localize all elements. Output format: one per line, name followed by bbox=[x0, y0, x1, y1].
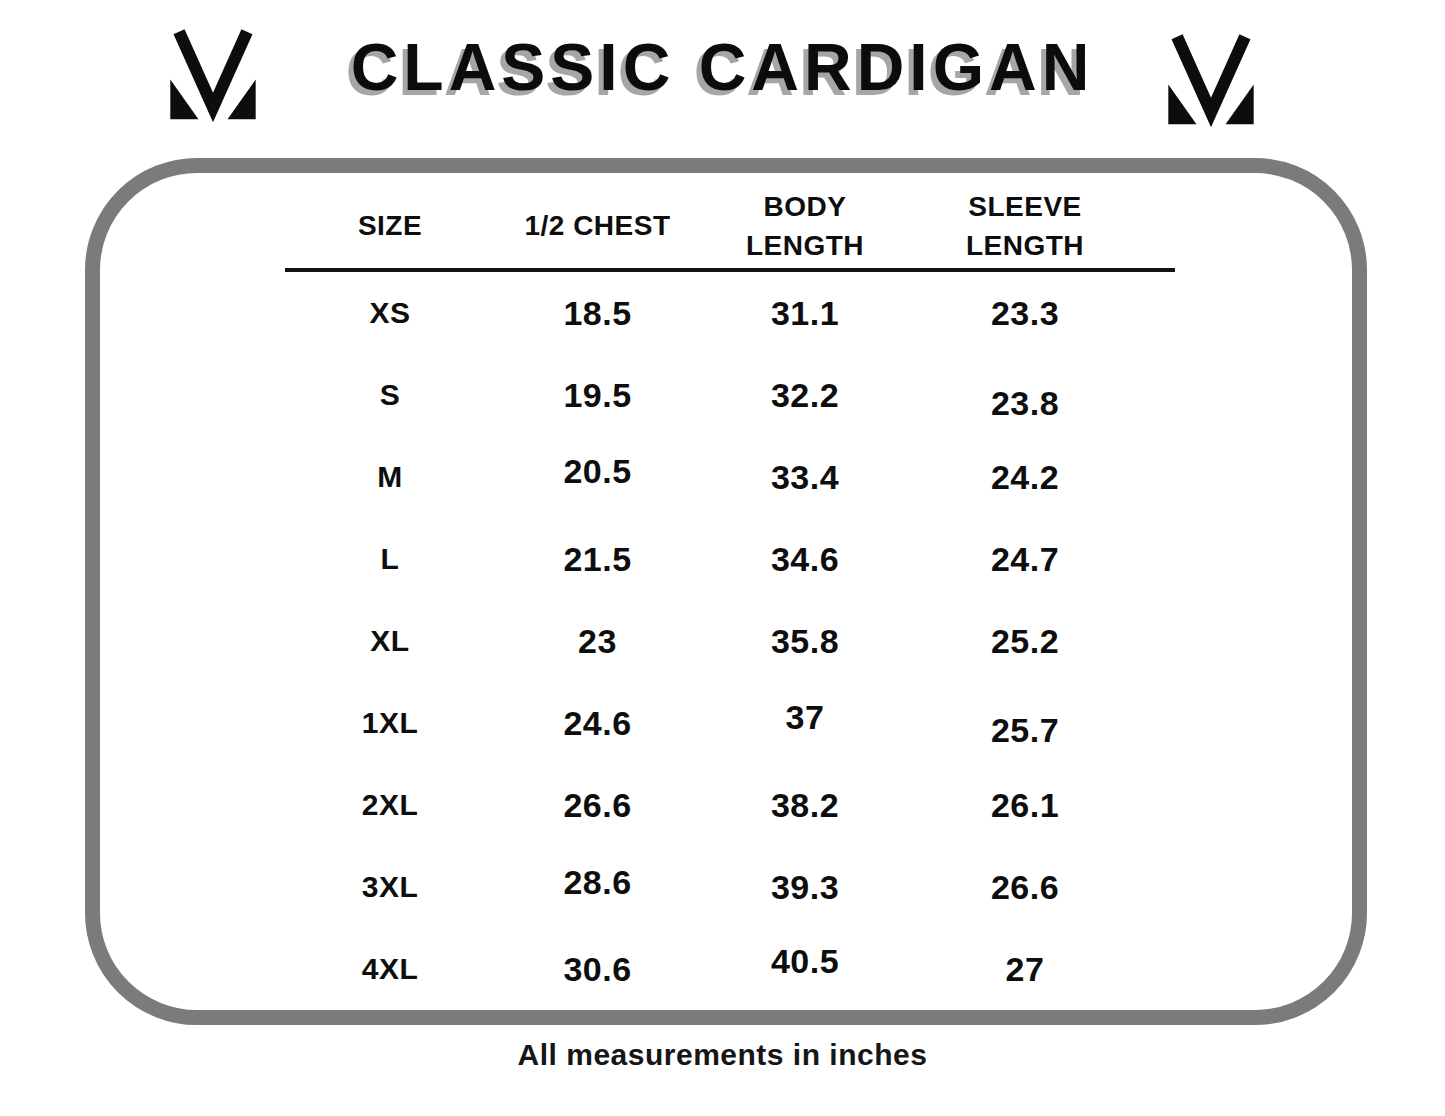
table-cell-chest: 19.5 bbox=[495, 354, 700, 436]
table-cell-size: S bbox=[285, 354, 495, 436]
table-cell-size: L bbox=[285, 518, 495, 600]
table-cell-size: XS bbox=[285, 272, 495, 354]
table-cell-sleeve: 25.7 bbox=[910, 689, 1140, 771]
table-cell-body: 34.6 bbox=[700, 518, 910, 600]
column-header-body: BODY LENGTH bbox=[700, 186, 910, 266]
table-cell-chest: 18.5 bbox=[495, 272, 700, 354]
table-cell-sleeve: 26.1 bbox=[910, 764, 1140, 846]
table-cell-body: 32.2 bbox=[700, 354, 910, 436]
size-table: SIZE 1/2 CHEST BODY LENGTH SLEEVE LENGTH… bbox=[285, 186, 1175, 1010]
table-cell-sleeve: 27 bbox=[910, 928, 1140, 1010]
table-cell-size: M bbox=[285, 436, 495, 518]
table-cell-size: 3XL bbox=[285, 846, 495, 928]
table-cell-sleeve: 23.3 bbox=[910, 272, 1140, 354]
table-cell-size: 1XL bbox=[285, 682, 495, 764]
size-chart-page: CLASSIC CARDIGAN SIZE 1/2 CHEST BODY LEN… bbox=[0, 0, 1445, 1116]
table-cell-body: 35.8 bbox=[700, 600, 910, 682]
table-cell-sleeve: 26.6 bbox=[910, 846, 1140, 928]
brand-m-logo-icon bbox=[1161, 32, 1261, 129]
table-cell-body: 33.4 bbox=[700, 436, 910, 518]
table-cell-size: 4XL bbox=[285, 928, 495, 1010]
table-cell-sleeve: 25.2 bbox=[910, 600, 1140, 682]
table-cell-chest: 30.6 bbox=[495, 928, 700, 1010]
column-header-sleeve: SLEEVE LENGTH bbox=[910, 186, 1140, 266]
table-body: XS 18.5 31.1 23.3 S 19.5 32.2 23.8 M 20.… bbox=[285, 272, 1175, 1010]
table-cell-chest: 26.6 bbox=[495, 764, 700, 846]
table-cell-body: 38.2 bbox=[700, 764, 910, 846]
column-header-size: SIZE bbox=[285, 186, 495, 266]
table-cell-chest: 28.6 bbox=[495, 841, 700, 923]
table-cell-chest: 20.5 bbox=[495, 430, 700, 512]
table-cell-chest: 24.6 bbox=[495, 682, 700, 764]
table-cell-body: 37 bbox=[700, 676, 910, 758]
table-cell-size: 2XL bbox=[285, 764, 495, 846]
table-cell-chest: 21.5 bbox=[495, 518, 700, 600]
table-header-row: SIZE 1/2 CHEST BODY LENGTH SLEEVE LENGTH bbox=[285, 186, 1175, 266]
table-cell-sleeve: 23.8 bbox=[910, 362, 1140, 444]
table-cell-sleeve: 24.2 bbox=[910, 436, 1140, 518]
measurements-note: All measurements in inches bbox=[0, 1038, 1445, 1072]
table-cell-body: 40.5 bbox=[700, 920, 910, 1002]
table-cell-size: XL bbox=[285, 600, 495, 682]
table-cell-sleeve: 24.7 bbox=[910, 518, 1140, 600]
table-cell-body: 31.1 bbox=[700, 272, 910, 354]
table-cell-body: 39.3 bbox=[700, 846, 910, 928]
table-cell-chest: 23 bbox=[495, 600, 700, 682]
column-header-chest: 1/2 CHEST bbox=[495, 186, 700, 266]
